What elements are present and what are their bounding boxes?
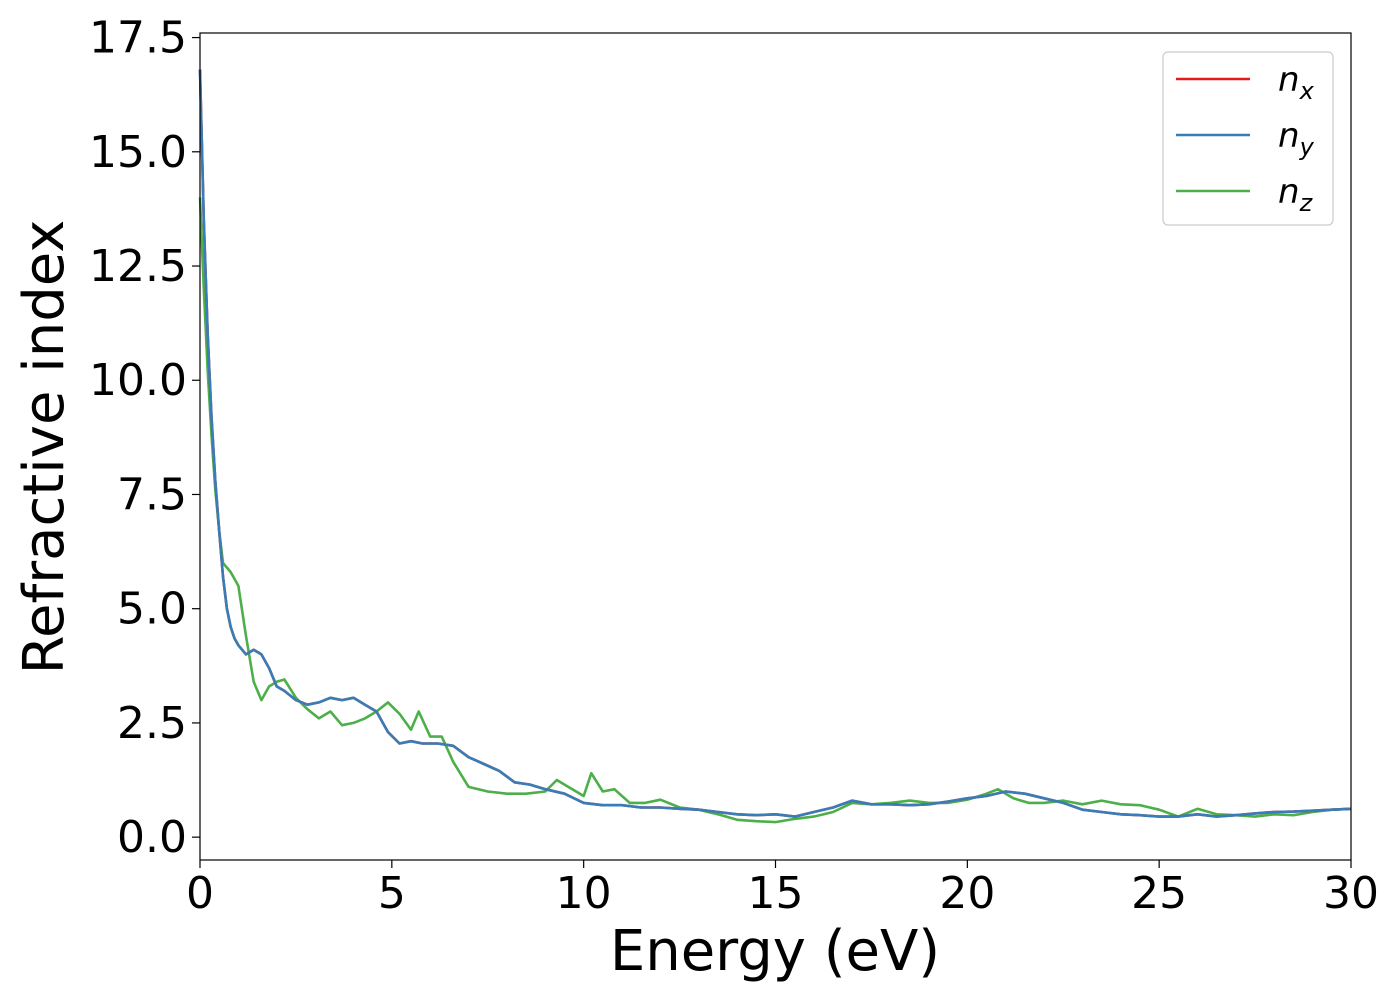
y-tick-label: 10.0 — [89, 355, 187, 406]
legend-items: nx ny nz — [1176, 60, 1315, 217]
y-tick-label: 7.5 — [117, 469, 187, 520]
y-tick-label: 15.0 — [89, 127, 187, 178]
y-axis-title: Refractive index — [12, 220, 77, 675]
series-line-n-z — [198, 197, 1352, 824]
legend-label-n-y: ny — [1278, 116, 1315, 161]
legend: nx ny nz — [1162, 51, 1334, 226]
legend-label-n-z: nz — [1278, 172, 1314, 217]
x-tick-label: 15 — [748, 868, 804, 919]
y-tick-label: 0.0 — [117, 812, 187, 863]
x-axis-title: Energy (eV) — [610, 919, 940, 984]
legend-label-n-x: nx — [1278, 60, 1315, 105]
series-lines — [198, 69, 1352, 824]
x-tick-label: 20 — [939, 868, 995, 919]
y-tick-label: 17.5 — [89, 13, 187, 64]
y-tick-label: 5.0 — [117, 584, 187, 635]
x-tick-label: 25 — [1131, 868, 1187, 919]
y-tick-label: 12.5 — [89, 241, 187, 292]
y-axis-ticks: 0.0 2.5 5.0 7.5 10.0 12.5 15.0 17.5 — [89, 13, 200, 863]
x-tick-label: 0 — [186, 868, 214, 919]
x-tick-label: 10 — [556, 868, 612, 919]
x-tick-label: 30 — [1323, 868, 1379, 919]
x-tick-label: 5 — [378, 868, 406, 919]
x-axis-ticks: 0 5 10 15 20 25 30 — [186, 860, 1379, 919]
series-line-n-y — [198, 69, 1352, 818]
y-tick-label: 2.5 — [117, 698, 187, 749]
legend-box — [1162, 51, 1334, 226]
